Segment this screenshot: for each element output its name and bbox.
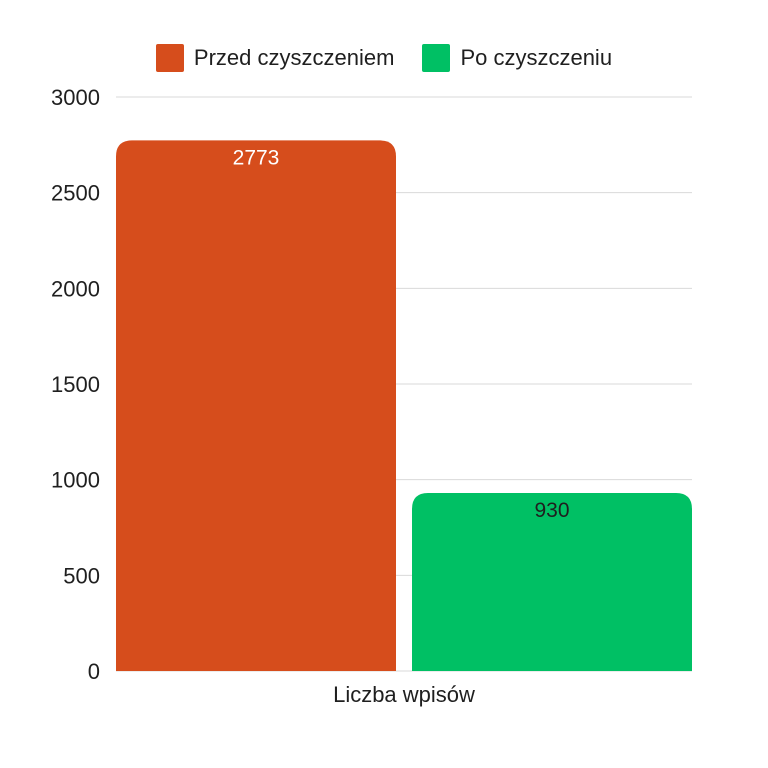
y-tick-label: 3000 — [51, 85, 100, 110]
bar-before — [116, 140, 396, 671]
legend-label-before: Przed czyszczeniem — [193, 45, 395, 70]
legend-swatch-before — [155, 44, 184, 72]
y-tick-label: 0 — [88, 659, 100, 684]
legend-label-after: Po czyszczeniu — [460, 45, 613, 70]
y-tick-label: 2000 — [51, 276, 100, 301]
legend-item-after: Po czyszczeniu — [422, 44, 612, 72]
y-tick-label: 2500 — [51, 181, 100, 206]
legend-swatch-after — [422, 44, 451, 72]
y-tick-label: 500 — [63, 563, 100, 588]
legend: Przed czyszczeniem Po czyszczeniu — [0, 44, 768, 72]
x-category-label: Liczba wpisów — [333, 682, 475, 707]
data-label-before: 2773 — [233, 146, 280, 169]
y-tick-label: 1500 — [51, 372, 100, 397]
bar-after — [412, 493, 692, 671]
y-tick-label: 1000 — [51, 468, 100, 493]
legend-item-before: Przed czyszczeniem — [155, 44, 395, 72]
data-label-after: 930 — [534, 499, 569, 522]
